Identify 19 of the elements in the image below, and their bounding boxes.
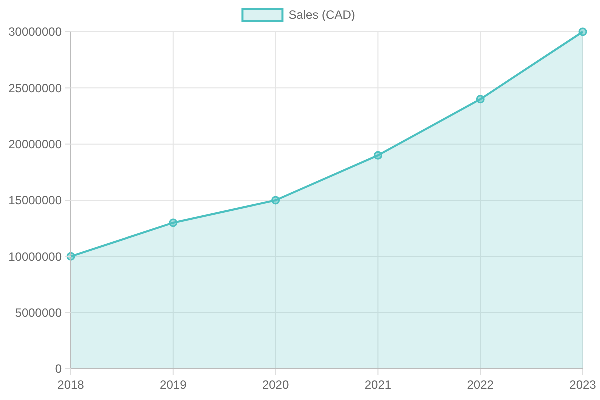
point [169,218,178,228]
point [272,196,280,205]
y-tick-label: 20000000 [8,138,62,152]
y-tick-label: 25000000 [8,81,62,96]
point [578,28,588,36]
point [476,95,485,104]
y-tick-label: 15000000 [8,194,62,208]
x-tick-label: 2022 [467,378,494,392]
x-tick-label: 2019 [160,378,188,392]
point [374,151,382,160]
x-tick-label: 2021 [364,378,392,392]
x-tick-label: 2018 [58,378,85,392]
y-tick-label: 0 [55,362,62,376]
y-tick-label: 30000000 [8,25,62,40]
x-tick-label: 2023 [570,378,597,392]
y-tick-label: 5000000 [15,306,62,320]
legend-label: Sales (CAD) [288,8,356,22]
x-tick-label: 2020 [262,378,290,392]
y-tick-label: 10000000 [8,250,62,264]
